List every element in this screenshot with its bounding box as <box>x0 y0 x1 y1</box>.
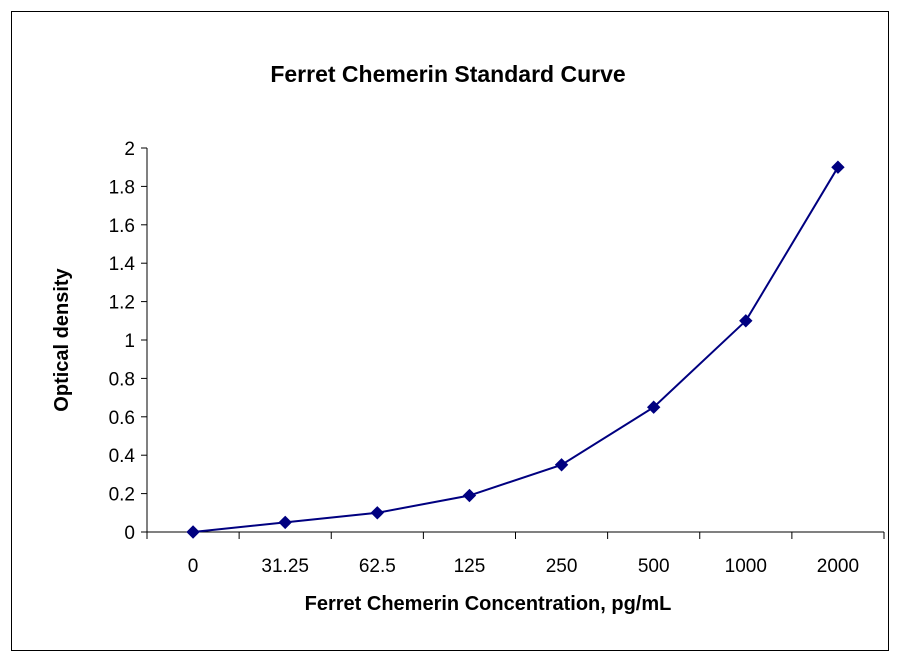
data-point-marker <box>278 515 292 530</box>
y-tick-label: 0.4 <box>109 446 136 467</box>
data-point-marker <box>554 458 569 472</box>
y-tick-label: 0 <box>124 523 135 544</box>
y-tick-label: 2 <box>124 139 135 160</box>
y-tick-label: 0.2 <box>109 485 135 506</box>
x-tick-label: 62.5 <box>359 556 396 577</box>
x-tick-label: 1000 <box>725 556 767 577</box>
data-point-marker <box>462 488 477 503</box>
x-ticks: 0 31.25 62.5 125 250 500 1000 2000 <box>146 532 885 577</box>
chart-title: Ferret Chemerin Standard Curve <box>270 61 625 87</box>
series-line <box>192 166 839 533</box>
y-tick-label: 1.8 <box>109 177 135 198</box>
x-tick-label: 2000 <box>817 556 859 577</box>
x-tick-label: 125 <box>454 556 486 577</box>
x-tick-label: 500 <box>638 556 670 577</box>
x-axis-label: Ferret Chemerin Concentration, pg/mL <box>305 593 672 615</box>
y-axis-label: Optical density <box>51 267 73 411</box>
y-tick-label: 0.8 <box>109 369 135 390</box>
y-tick-label: 0.6 <box>109 408 135 429</box>
data-point-marker <box>646 400 661 414</box>
data-point-marker <box>831 160 845 174</box>
y-tick-label: 1 <box>124 331 135 352</box>
x-tick-label: 31.25 <box>261 556 309 577</box>
x-tick-label: 250 <box>546 556 578 577</box>
data-point-marker <box>186 525 200 539</box>
data-point-marker <box>370 506 385 520</box>
series-ferret-chemerin <box>186 160 845 539</box>
data-point-marker <box>739 314 753 328</box>
y-tick-label: 1.2 <box>109 293 135 314</box>
x-tick-label: 0 <box>188 556 199 577</box>
y-tick-label: 1.4 <box>109 254 136 275</box>
y-tick-label: 1.6 <box>109 216 135 237</box>
y-ticks: 0 0.2 0.4 0.6 0.8 1 1.2 1.4 1.6 1.8 2 <box>109 139 147 544</box>
chart-frame <box>11 11 889 651</box>
